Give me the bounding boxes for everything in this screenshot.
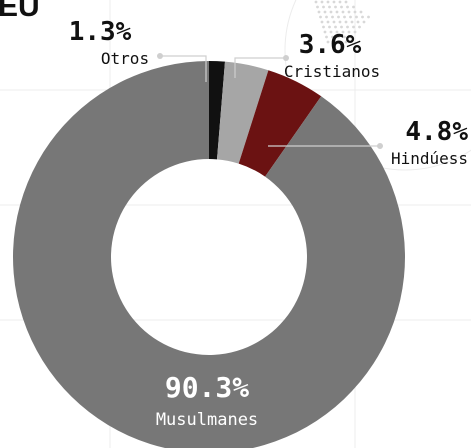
slice-percent-cristianos: 3.6%	[299, 30, 362, 60]
slice-percent-otros: 1.3%	[69, 17, 132, 47]
leader-line-hinduess-dot	[377, 143, 383, 149]
leader-line-cristianos-dot	[283, 55, 289, 61]
leader-line-otros-dot	[157, 53, 163, 59]
slice-percent-hinduess: 4.8%	[405, 117, 468, 147]
slice-label-otros: Otros	[101, 49, 149, 68]
slice-percent-musulmanes: 90.3%	[165, 371, 249, 404]
slice-label-hinduess: Hindúess	[391, 149, 468, 168]
slice-label-musulmanes: Musulmanes	[156, 410, 258, 430]
slice-label-cristianos: Cristianos	[284, 62, 380, 81]
